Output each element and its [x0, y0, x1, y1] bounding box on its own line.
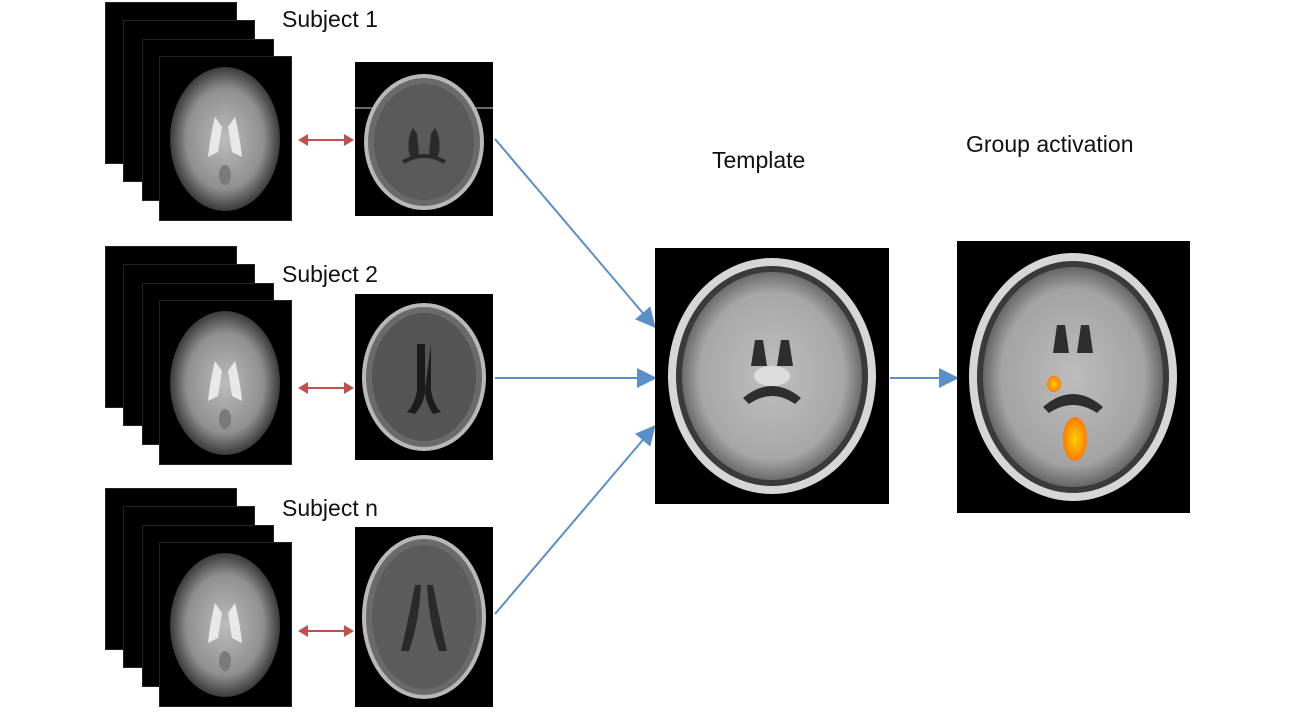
flow-arrow-subject-n — [494, 424, 656, 615]
subject-1-label: Subject 1 — [282, 6, 378, 32]
functional-scan-stack-subject-2 — [105, 246, 292, 466]
anatomical-slice-subject-n — [355, 527, 493, 707]
group-activation-brain — [957, 241, 1190, 513]
template-brain — [655, 248, 889, 504]
subject-n-label: Subject n — [282, 495, 378, 521]
registration-arrow-subject-n — [298, 625, 354, 637]
group-activation-label: Group activation — [966, 131, 1134, 157]
functional-scan-stack-subject-1 — [105, 2, 292, 222]
flow-arrow-subject-1 — [494, 138, 656, 329]
registration-arrow-subject-1 — [298, 134, 354, 146]
registration-arrow-subject-2 — [298, 382, 354, 394]
template-label: Template — [712, 147, 806, 173]
anatomical-slice-subject-1 — [355, 62, 493, 216]
epi-brain-icon — [159, 300, 292, 465]
anatomical-slice-subject-2 — [355, 294, 493, 460]
activation-blob-large — [1063, 417, 1087, 461]
activation-blob-small — [1047, 376, 1061, 392]
epi-brain-icon — [159, 56, 292, 221]
functional-scan-stack-subject-n — [105, 488, 292, 708]
epi-brain-icon — [159, 542, 292, 707]
subject-2-label: Subject 2 — [282, 261, 378, 287]
